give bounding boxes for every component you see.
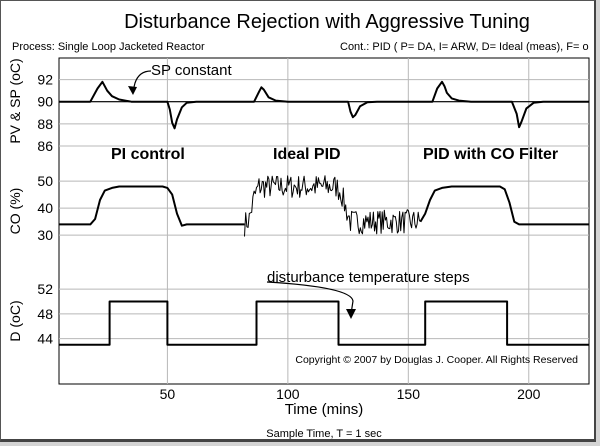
x-tick-label: 150 — [397, 386, 421, 402]
co-y-tick-label: 30 — [37, 227, 53, 243]
co-y-tick-label: 50 — [37, 173, 53, 189]
co-co-line — [59, 185, 245, 227]
d-axis-label: D (oC) — [7, 300, 23, 341]
copyright-label: Copyright © 2007 by Douglas J. Cooper. A… — [295, 354, 578, 366]
d-y-tick-label: 52 — [37, 281, 53, 297]
footer-label: Sample Time, T = 1 sec — [266, 428, 382, 440]
x-tick-label: 50 — [160, 386, 176, 402]
sp-constant-arrow — [132, 70, 152, 92]
pi-control-label: PI control — [111, 146, 185, 163]
pv-y-tick-label: 90 — [37, 94, 53, 110]
co-y-tick-label: 40 — [37, 200, 53, 216]
tick-labels: 50 100 150 200 86 88 90 92 30 40 50 44 48 52 — [37, 72, 540, 402]
x-axis-label: Time (mins) — [285, 401, 364, 418]
controller-label: Cont.: PID ( P= DA, I= ARW, D= Ideal (me… — [340, 41, 589, 53]
pid-co-filter-label: PID with CO Filter — [423, 146, 558, 163]
grid-lines — [59, 58, 589, 384]
disturbance-steps-label: disturbance temperature steps — [267, 269, 470, 286]
d-y-tick-label: 44 — [37, 331, 53, 347]
pv-axis-label: PV & SP (oC) — [7, 58, 23, 143]
x-tick-label: 100 — [276, 386, 300, 402]
disturbance-arrowhead — [346, 309, 356, 319]
plot-frame — [58, 57, 590, 385]
process-label: Process: Single Loop Jacketed Reactor — [12, 41, 205, 53]
pv-y-tick-label: 86 — [37, 138, 53, 154]
pv-pv-line — [59, 80, 589, 130]
series-group — [59, 80, 589, 346]
x-tick-label: 200 — [517, 386, 541, 402]
pv-y-tick-label: 92 — [37, 72, 53, 88]
d-y-tick-label: 48 — [37, 306, 53, 322]
co-co-line — [419, 185, 589, 226]
co-axis-label: CO (%) — [7, 188, 23, 235]
chart-title: Disturbance Rejection with Aggressive Tu… — [124, 11, 530, 33]
d-d-line — [59, 300, 589, 346]
pv-y-tick-label: 88 — [37, 116, 53, 132]
sp-constant-arrowhead — [128, 86, 137, 95]
ideal-pid-label: Ideal PID — [273, 146, 341, 163]
sp-constant-label: SP constant — [151, 62, 232, 79]
co-co-line — [244, 175, 421, 237]
disturbance-arrow — [266, 281, 354, 315]
